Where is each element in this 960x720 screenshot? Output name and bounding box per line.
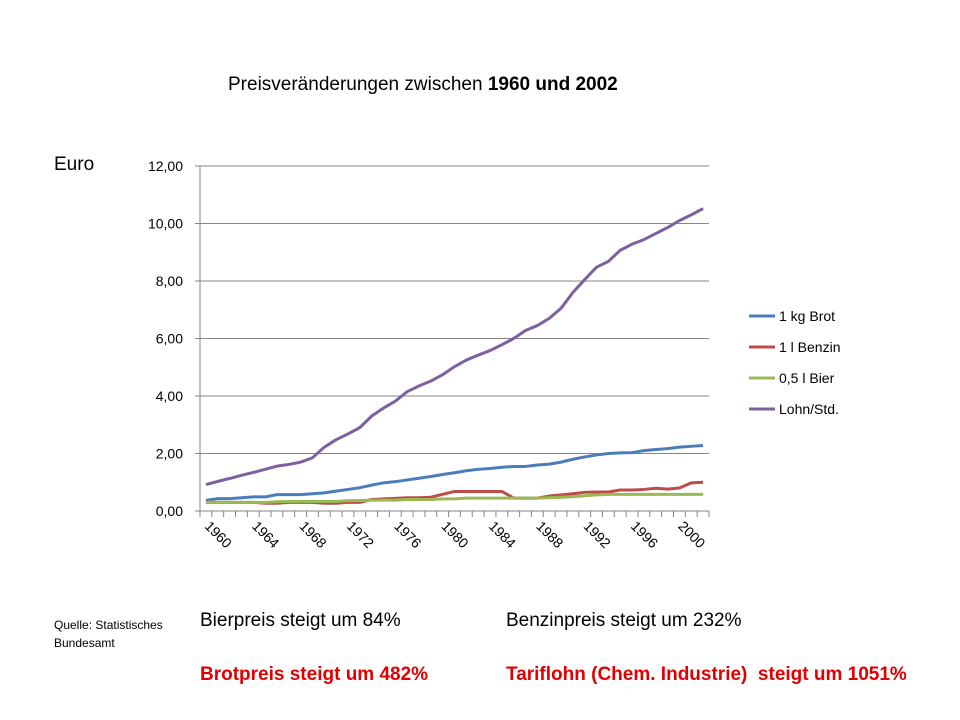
- title-bold-text: 1960 und 2002: [487, 74, 618, 95]
- x-tick-label: 1976: [391, 518, 424, 551]
- y-tick-label: 10,00: [148, 216, 183, 232]
- source-note: Quelle: Statistisches Bundesamt: [54, 618, 163, 650]
- x-tick-label: 2000: [675, 518, 708, 551]
- y-tick-label: 2,00: [156, 446, 183, 462]
- series-line: [205, 207, 704, 486]
- x-tick-label: 1992: [581, 518, 614, 551]
- y-tick-label: 6,00: [156, 331, 183, 347]
- series-line: [205, 443, 704, 502]
- legend-label: Lohn/Std.: [779, 401, 839, 417]
- y-tick-label: 0,00: [156, 503, 183, 519]
- y-tick-label: 4,00: [156, 388, 183, 404]
- y-tick-label: 12,00: [148, 158, 183, 174]
- chart-title: Preisveränderungen zwischen 1960 und 200…: [228, 74, 618, 96]
- x-tick-label: 1972: [344, 518, 377, 551]
- legend-label: 1 kg Brot: [779, 308, 835, 324]
- y-tick-label: 8,00: [156, 273, 183, 289]
- title-text: Preisveränderungen zwischen: [228, 74, 488, 95]
- x-tick-label: 1996: [628, 518, 661, 551]
- legend-label: 1 l Benzin: [779, 339, 840, 355]
- note-bier: Bierpreis steigt um 84%: [200, 610, 401, 631]
- x-tick-label: 1988: [533, 518, 566, 551]
- note-benzin: Benzinpreis steigt um 232%: [506, 610, 742, 631]
- x-tick-label: 1968: [296, 518, 329, 551]
- series-line: [205, 492, 704, 504]
- note-lohn: Tariflohn (Chem. Industrie) steigt um 10…: [506, 664, 907, 685]
- x-tick-label: 1964: [249, 518, 282, 551]
- x-tick-label: 1980: [439, 518, 472, 551]
- legend-label: 0,5 l Bier: [779, 370, 835, 386]
- y-axis-label: Euro: [54, 154, 95, 175]
- x-tick-label: 1960: [202, 518, 235, 551]
- note-brot: Brotpreis steigt um 482%: [200, 664, 429, 685]
- x-tick-label: 1984: [486, 518, 519, 551]
